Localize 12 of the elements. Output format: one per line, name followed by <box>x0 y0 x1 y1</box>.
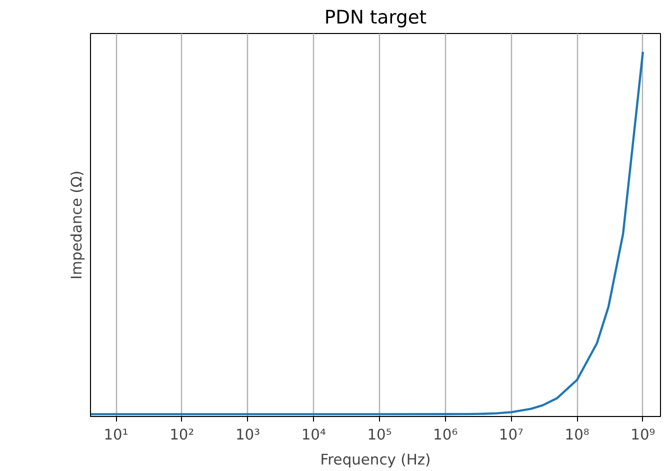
x-tick-label: 10⁴ <box>301 426 326 444</box>
y-axis-title: Impedance (Ω) <box>68 170 86 280</box>
x-tick-label: 10³ <box>235 426 260 444</box>
x-tick-label: 10⁷ <box>498 426 524 444</box>
x-tick-label: 10⁸ <box>564 426 590 444</box>
x-tick-label: 10⁵ <box>367 426 392 444</box>
chart-title: PDN target <box>324 8 427 28</box>
x-axis-title: Frequency (Hz) <box>320 452 431 468</box>
x-tick-label: 10¹ <box>104 426 128 444</box>
x-tick-label: 10⁶ <box>433 426 458 444</box>
x-tick-label: 10² <box>170 426 194 444</box>
x-tick-label: 10⁹ <box>630 426 656 444</box>
